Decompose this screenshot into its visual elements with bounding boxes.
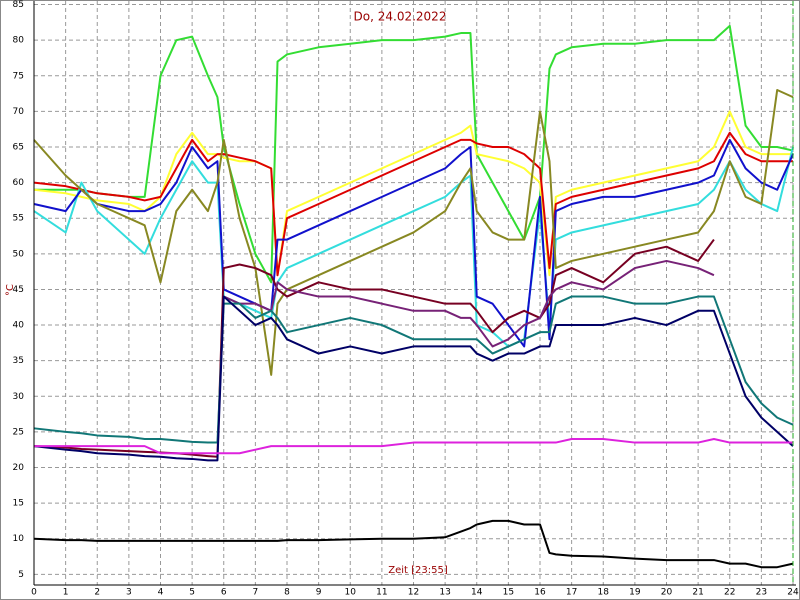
y-tick-label: 70	[13, 107, 25, 117]
series-line	[34, 24, 794, 284]
y-tick-label: 20	[13, 463, 25, 473]
y-tick-label: 85	[13, 0, 24, 10]
series-line	[33, 110, 793, 277]
x-tick-label: 5	[189, 588, 195, 598]
x-tick-label: 12	[408, 588, 419, 598]
series-line	[33, 146, 794, 348]
y-tick-label: 80	[13, 36, 25, 46]
x-tick-label: 16	[534, 588, 546, 598]
y-tick-label: 45	[13, 285, 24, 295]
x-tick-label: 20	[661, 588, 673, 598]
series-line	[33, 138, 794, 348]
series-line	[33, 519, 794, 569]
y-tick-label: 65	[13, 143, 24, 153]
y-tick-label: 40	[13, 321, 25, 331]
x-tick-label: 23	[756, 588, 767, 598]
x-tick-label: 24	[787, 588, 799, 598]
x-tick-label: 9	[316, 588, 322, 598]
x-tick-label: 21	[692, 588, 703, 598]
y-tick-label: 10	[13, 534, 25, 544]
x-tick-label: 2	[94, 588, 100, 598]
x-tick-label: 13	[439, 588, 450, 598]
y-tick-label: 15	[13, 499, 24, 509]
x-tick-label: 11	[376, 588, 387, 598]
x-tick-label: 0	[31, 588, 37, 598]
x-tick-label: 22	[724, 588, 735, 598]
x-tick-label: 1	[63, 588, 69, 598]
x-tick-label: 19	[629, 588, 641, 598]
x-tick-label: 10	[345, 588, 357, 598]
x-tick-label: 15	[503, 588, 514, 598]
y-tick-label: 75	[13, 71, 24, 81]
series-line	[223, 259, 715, 348]
x-tick-label: 18	[598, 588, 610, 598]
y-tick-label: 30	[13, 392, 25, 402]
x-tick-label: 14	[471, 588, 483, 598]
series-line	[33, 131, 793, 277]
y-tick-label: 35	[13, 356, 24, 366]
x-tick-label: 3	[126, 588, 132, 598]
series-line	[33, 89, 794, 376]
y-tick-label: 5	[18, 570, 24, 580]
x-tick-label: 6	[221, 588, 227, 598]
series-line	[33, 295, 794, 444]
chart-title: Do, 24.02.2022	[354, 10, 447, 24]
x-tick-label: 8	[284, 588, 290, 598]
y-tick-label: 60	[13, 178, 25, 188]
y-tick-label: 50	[13, 249, 25, 259]
plot	[33, 24, 794, 569]
y-tick-label: 25	[13, 427, 24, 437]
y-tick-label: 55	[13, 214, 24, 224]
x-tick-label: 7	[253, 588, 259, 598]
series-line	[33, 295, 794, 462]
x-tick-label: 4	[158, 588, 164, 598]
series-line	[34, 438, 793, 455]
x-axis-label: Zeit [23:55]	[388, 565, 448, 576]
y-axis-label: °C	[5, 284, 16, 296]
x-tick-label: 17	[566, 588, 577, 598]
